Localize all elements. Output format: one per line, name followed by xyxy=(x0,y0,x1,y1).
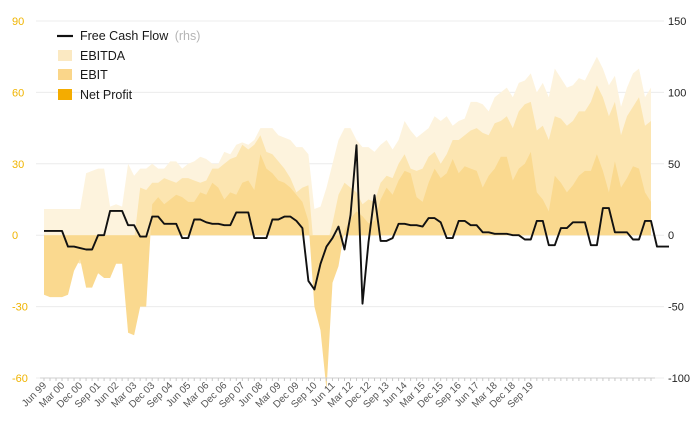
right-tick-label: 100 xyxy=(668,87,686,99)
left-tick-label: 90 xyxy=(12,16,24,28)
right-tick-label: -100 xyxy=(668,373,690,385)
legend-swatch-ebit xyxy=(58,69,72,80)
line-series xyxy=(44,144,669,305)
legend-label-fcf: Free Cash Flow (rhs) xyxy=(80,29,200,43)
left-tick-label: -30 xyxy=(12,302,28,314)
right-tick-label: -50 xyxy=(668,302,684,314)
right-tick-label: 50 xyxy=(668,159,680,171)
legend-label-ebit: EBIT xyxy=(80,68,108,82)
left-tick-label: 0 xyxy=(12,230,18,242)
area-net-profit xyxy=(44,151,651,390)
left-tick-label: 30 xyxy=(12,159,24,171)
legend-swatch-net-profit xyxy=(58,89,72,100)
line-free-cash-flow xyxy=(44,144,669,305)
left-tick-label: -60 xyxy=(12,373,28,385)
legend-label-net-profit: Net Profit xyxy=(80,88,133,102)
left-tick-label: 60 xyxy=(12,87,24,99)
area-series xyxy=(44,56,651,390)
legend-swatch-ebitda xyxy=(58,50,72,61)
legend-label-ebitda: EBITDA xyxy=(80,49,126,63)
legend-suffix-rhs: (rhs) xyxy=(175,29,201,43)
right-tick-label: 150 xyxy=(668,16,686,28)
right-tick-label: 0 xyxy=(668,230,674,242)
legend: Free Cash Flow (rhs) EBITDA EBIT Net Pro… xyxy=(57,29,200,102)
